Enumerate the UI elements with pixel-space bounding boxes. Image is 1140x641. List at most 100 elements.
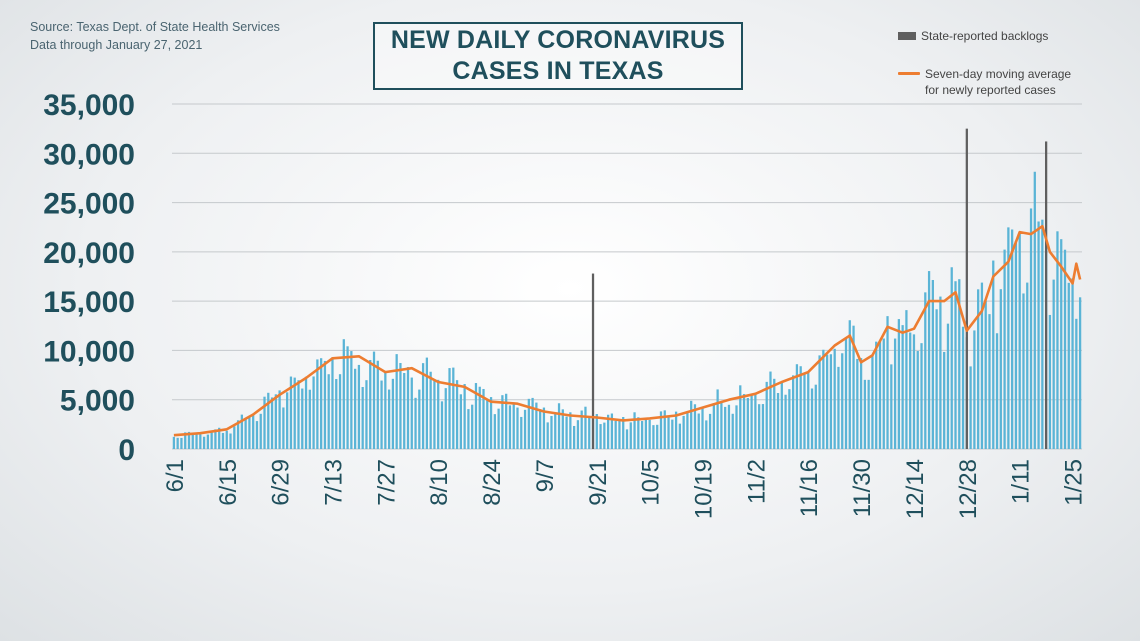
legend-label-average-1: Seven-day moving average (925, 67, 1072, 81)
daily-bar (312, 376, 315, 449)
daily-bar (829, 354, 833, 449)
daily-bar (618, 420, 621, 449)
daily-bar (935, 309, 938, 449)
daily-bar (221, 432, 225, 449)
daily-bar (1022, 293, 1025, 449)
x-tick-label: 11/2 (743, 459, 770, 504)
daily-bar (803, 373, 806, 449)
daily-bar (697, 413, 700, 449)
daily-bar (512, 402, 515, 449)
daily-bar (263, 396, 266, 449)
daily-bar (867, 379, 870, 449)
daily-bar (946, 323, 950, 449)
daily-bar (1048, 314, 1052, 449)
daily-bar (916, 351, 919, 449)
daily-bar (1033, 171, 1036, 449)
daily-bar (848, 320, 851, 449)
backlog-swatch (898, 32, 916, 40)
legend-item-average: Seven-day moving average for newly repor… (898, 66, 1071, 98)
x-tick-label: 10/5 (638, 459, 665, 506)
daily-bar (274, 394, 277, 449)
daily-bar (316, 359, 319, 449)
daily-bar (554, 413, 557, 449)
y-tick-label: 5,000 (60, 385, 135, 418)
y-tick-label: 0 (118, 434, 135, 467)
daily-bar (920, 343, 923, 449)
daily-bar (293, 377, 296, 449)
daily-bar (478, 386, 481, 449)
daily-bar (977, 289, 980, 449)
daily-bar (516, 407, 519, 449)
daily-bar (909, 332, 912, 449)
daily-bar (973, 330, 976, 449)
daily-bar (893, 338, 897, 449)
daily-bar (410, 377, 413, 449)
x-tick-label: 10/19 (691, 459, 718, 519)
daily-bar (678, 423, 681, 449)
y-tick-label: 20,000 (43, 237, 135, 270)
daily-bar (508, 405, 512, 449)
daily-bar (859, 358, 863, 449)
daily-bar (776, 393, 780, 449)
daily-bar (459, 394, 462, 449)
y-tick-label: 10,000 (43, 335, 135, 368)
daily-bar (240, 414, 243, 449)
x-tick-label: 12/28 (955, 459, 982, 519)
daily-bar (233, 426, 236, 449)
daily-bar (225, 430, 228, 449)
daily-bar (489, 397, 493, 449)
daily-bar (852, 325, 855, 449)
daily-bar (214, 429, 217, 449)
daily-bar (391, 378, 395, 449)
daily-bar (1018, 233, 1021, 449)
daily-bar (712, 403, 715, 449)
daily-bar (520, 416, 523, 449)
daily-bar (863, 379, 867, 449)
daily-bar (629, 422, 632, 449)
daily-bar (304, 376, 308, 449)
daily-bar (346, 346, 349, 449)
daily-bar (659, 411, 663, 449)
daily-bar (769, 371, 772, 449)
daily-bar (795, 364, 799, 449)
daily-bar (1007, 227, 1010, 449)
daily-bar (924, 292, 927, 449)
daily-bar (742, 394, 746, 449)
daily-bar (1078, 297, 1082, 449)
daily-bar (784, 394, 787, 449)
average-swatch (898, 72, 920, 75)
daily-bar (180, 437, 183, 449)
legend-label-average-2: for newly reported cases (925, 83, 1056, 97)
y-tick-label: 25,000 (43, 188, 135, 221)
daily-bar (527, 398, 530, 449)
daily-bar (705, 420, 708, 449)
daily-bar (561, 409, 564, 449)
daily-bar (810, 388, 814, 449)
daily-bar (172, 436, 176, 449)
y-tick-label: 15,000 (43, 286, 135, 319)
daily-bar (980, 282, 984, 449)
daily-bar (376, 360, 379, 449)
daily-bar (372, 351, 376, 449)
daily-bar (1041, 219, 1044, 449)
daily-bar (878, 340, 882, 449)
x-tick-label: 8/24 (479, 459, 506, 506)
daily-bar (844, 338, 848, 449)
backlog-bar (965, 128, 968, 449)
x-axis-ticks: 6/1 6/15 6/29 7/13 7/27 8/10 8/24 9/7 9/21 10/5 10… (162, 459, 1088, 519)
daily-bar (833, 348, 836, 449)
daily-bar (354, 368, 357, 449)
daily-bar (606, 414, 610, 449)
daily-bar (244, 418, 247, 449)
chart-title-line-2: CASES IN TEXAS (452, 57, 664, 85)
daily-bar (886, 316, 889, 449)
daily-bar (701, 408, 704, 449)
daily-bar (999, 289, 1002, 449)
daily-bar (584, 406, 587, 449)
x-tick-label: 6/15 (215, 459, 242, 506)
daily-bar (716, 389, 719, 449)
daily-bar (961, 326, 965, 449)
daily-bar (406, 367, 410, 449)
daily-bar (773, 378, 776, 449)
daily-bar (897, 319, 900, 449)
